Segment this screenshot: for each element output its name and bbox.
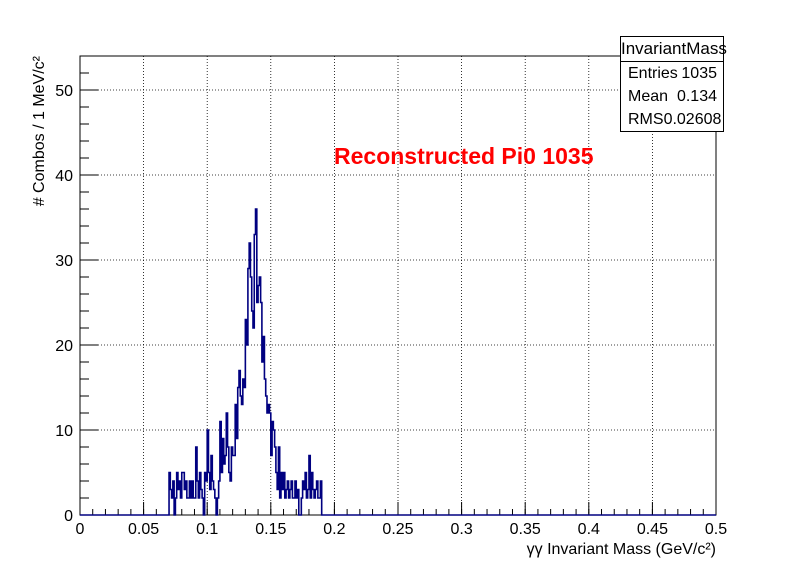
x-tick-label: 0.5 — [705, 521, 727, 538]
x-tick-label: 0.3 — [450, 521, 472, 538]
stats-box-title: InvariantMass — [621, 37, 727, 62]
stats-value: 0.134 — [676, 88, 717, 105]
histogram-series — [80, 208, 716, 516]
y-tick-label: 50 — [55, 83, 73, 100]
stats-label: RMS — [628, 111, 664, 128]
stats-row-mean: Mean 0.134 — [621, 85, 723, 108]
x-tick-label: 0.45 — [637, 521, 668, 538]
chart-annotation: Reconstructed Pi0 1035 — [334, 143, 594, 169]
y-tick-label: 10 — [55, 423, 73, 440]
stats-value: 0.02608 — [663, 111, 722, 128]
stats-label: Mean — [628, 88, 669, 105]
x-tick-label: 0 — [76, 521, 85, 538]
x-tick-label: 0.1 — [196, 521, 218, 538]
y-tick-label: 40 — [55, 168, 73, 185]
stats-label: Entries — [628, 65, 678, 82]
x-tick-labels: 0 0.05 0.1 0.15 0.2 0.25 0.3 0.35 0.4 0.45 0.5 — [76, 521, 728, 538]
grid-lines — [80, 56, 716, 515]
x-tick-label: 0.15 — [255, 521, 286, 538]
y-tick-label: 20 — [55, 338, 73, 355]
x-tick-label: 0.35 — [510, 521, 541, 538]
y-tick-label: 30 — [55, 253, 73, 270]
x-tick-label: 0.2 — [323, 521, 345, 538]
stats-row-rms: RMS 0.02608 — [621, 108, 723, 131]
x-tick-label: 0.4 — [578, 521, 600, 538]
stats-value: 1035 — [681, 65, 717, 82]
x-tick-label: 0.05 — [128, 521, 159, 538]
y-axis-label: # Combos / 1 MeV/c² — [31, 55, 48, 206]
stats-box: InvariantMass Entries 1035 Mean 0.134 RM… — [620, 36, 727, 132]
x-axis-label: γγ Invariant Mass (GeV/c²) — [527, 541, 716, 558]
x-tick-label: 0.25 — [382, 521, 413, 538]
y-tick-labels: 0 10 20 30 40 50 — [55, 83, 73, 525]
stats-row-entries: Entries 1035 — [621, 62, 723, 85]
y-tick-label: 0 — [64, 508, 73, 525]
